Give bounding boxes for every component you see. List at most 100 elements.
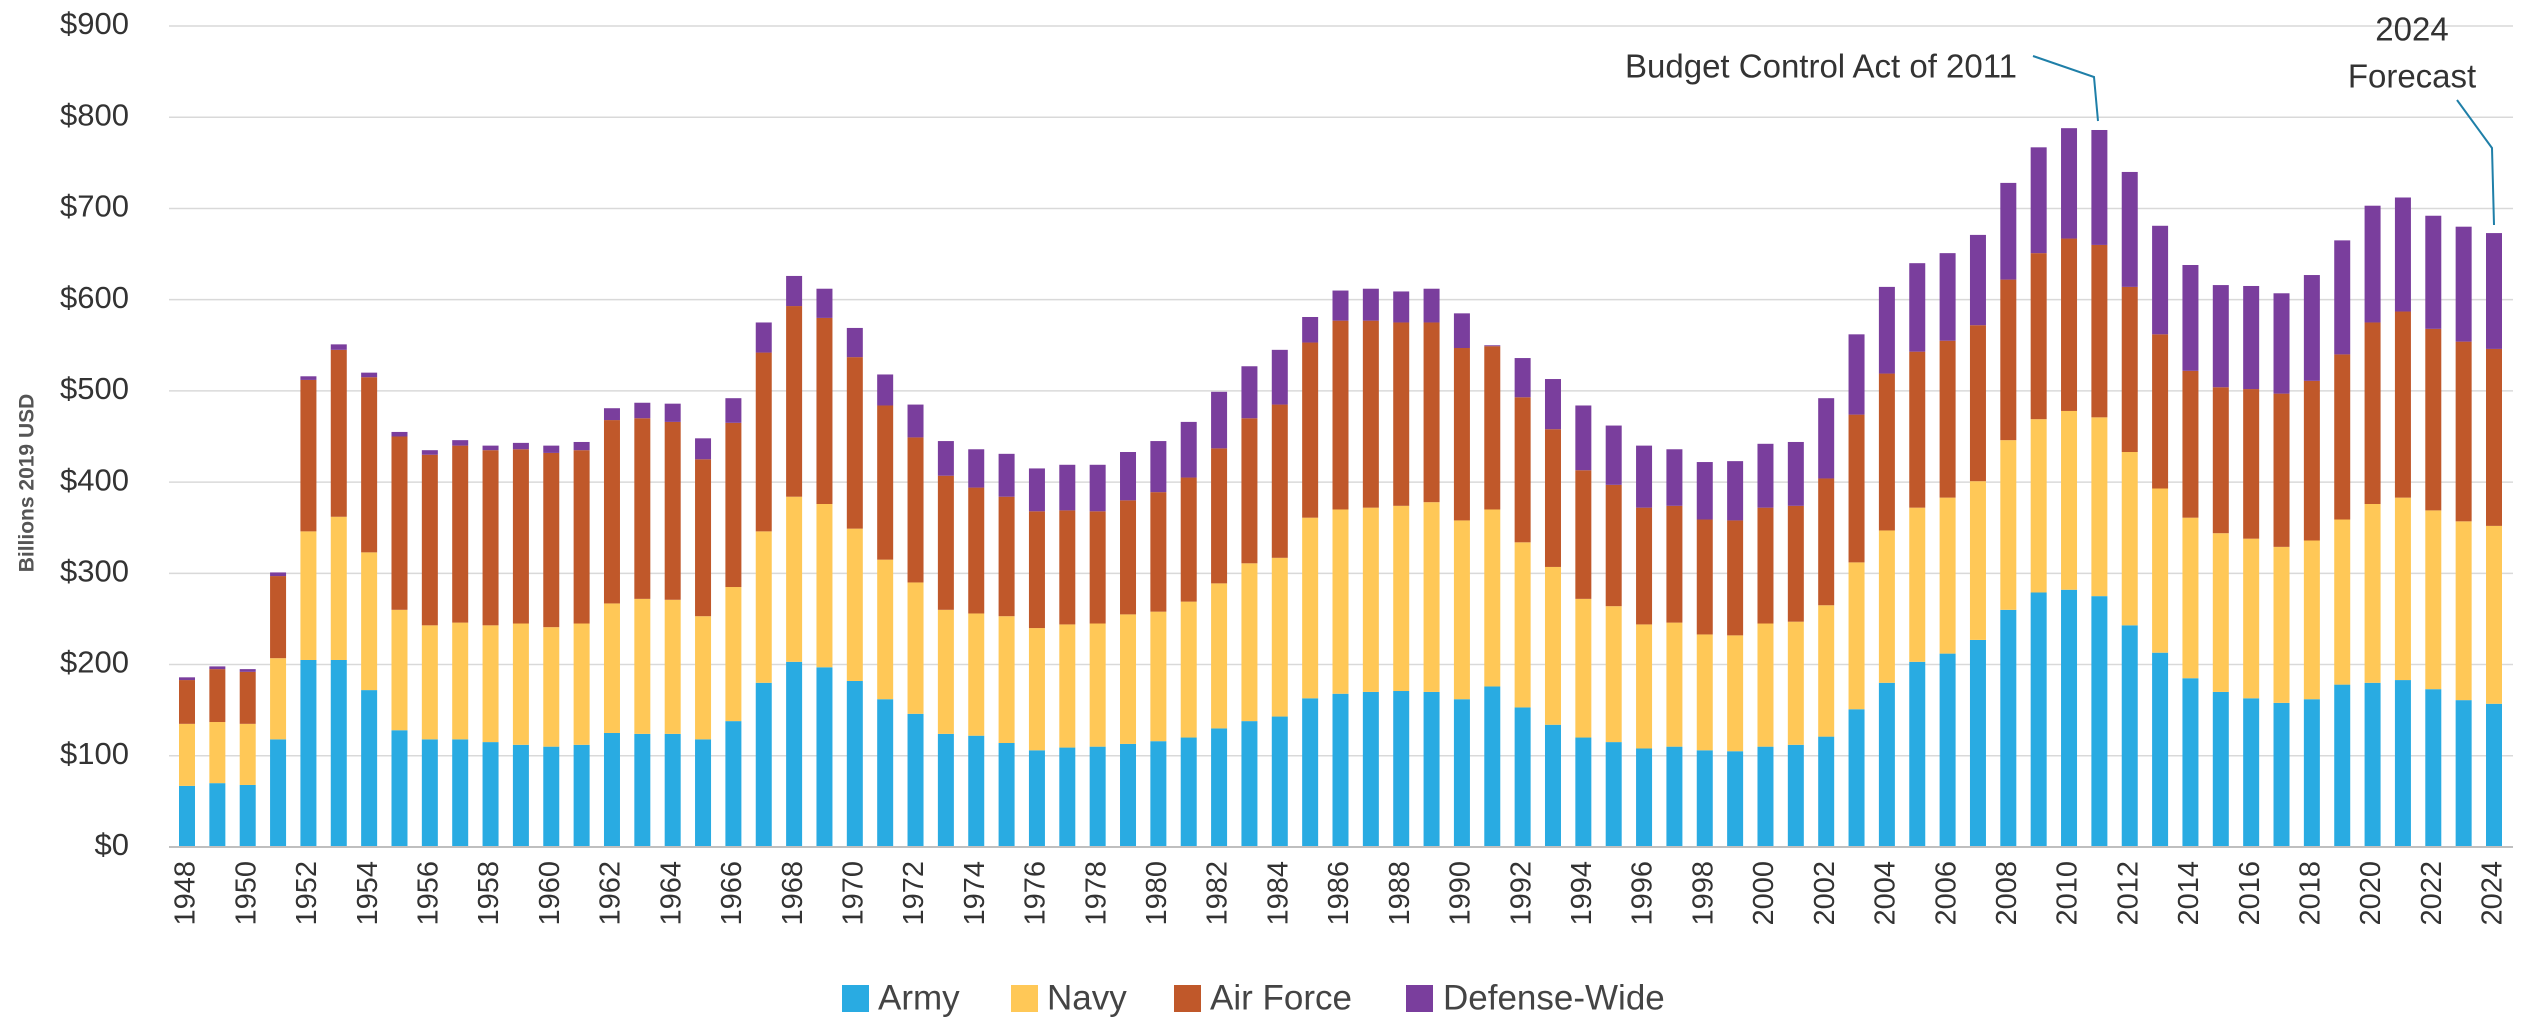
bar-segment (1787, 505, 1804, 622)
bar-segment (1362, 507, 1379, 692)
bar-segment (2061, 589, 2078, 847)
bar-segment (1969, 325, 1986, 482)
bar-segment (1969, 639, 1986, 847)
bar-segment (1605, 606, 1622, 743)
bar-segment (846, 357, 863, 529)
bar-segment (755, 322, 772, 353)
bar-segment (1818, 398, 1835, 479)
bar-segment (937, 475, 954, 610)
bar-segment (300, 531, 317, 660)
bar-segment (1969, 481, 1986, 640)
bar-segment (1120, 743, 1137, 847)
bar-segment (755, 531, 772, 683)
bar-segment (998, 453, 1015, 497)
bar-segment (816, 288, 833, 318)
bar-segment (1393, 505, 1410, 692)
bar-segment (300, 376, 317, 380)
bar-segment (1484, 509, 1501, 687)
bar-segment (786, 496, 803, 662)
bar-segment (846, 680, 863, 847)
bar-segment (1241, 366, 1258, 419)
bar-segment (2030, 253, 2047, 420)
bar-segment (725, 422, 742, 588)
x-tick-label: 1988 (1384, 861, 1416, 926)
bar-segment (2182, 678, 2199, 847)
bar-segment (179, 785, 195, 847)
legend-swatch (842, 985, 869, 1012)
annotation-text: Forecast (2348, 58, 2476, 95)
bar-segment (482, 742, 499, 847)
bar-segment (877, 374, 894, 406)
bar-segment (1666, 622, 1683, 747)
bar-segment (1787, 744, 1804, 847)
bar-segment (209, 669, 226, 723)
bar-segment (877, 699, 894, 847)
bar-segment (1848, 334, 1865, 415)
bar-segment (2303, 275, 2320, 381)
bar-segment (239, 723, 256, 785)
bar-segment (1484, 346, 1501, 510)
bar-segment (1089, 464, 1106, 512)
bar-segment (1180, 601, 1197, 738)
bar-segment (1332, 290, 1349, 321)
bar-segment (907, 582, 924, 714)
bar-segment (2152, 334, 2169, 489)
bar-segment (2364, 682, 2381, 847)
bar-segment (1878, 373, 1895, 531)
bar-segment (1423, 288, 1440, 323)
x-tick-label: 1996 (1627, 861, 1659, 926)
bar-segment (634, 418, 651, 599)
x-tick-label: 1958 (473, 861, 505, 926)
bar-segment (573, 623, 590, 745)
x-tick-label: 1956 (412, 861, 444, 926)
bar-segment (1636, 445, 1653, 508)
x-tick-label: 1984 (1262, 861, 1294, 926)
bar-segment (361, 690, 378, 847)
bar-segment (2243, 389, 2260, 539)
bar-segment (907, 713, 924, 847)
bar-segment (543, 452, 560, 628)
bar-segment (2364, 504, 2381, 683)
bar-segment (1727, 635, 1744, 752)
bar-segment (1271, 349, 1288, 405)
bar-segment (391, 730, 408, 847)
bar-segment (1969, 234, 1986, 326)
bar-segment (1939, 497, 1956, 654)
bar-segment (1271, 404, 1288, 558)
bar-segment (695, 739, 712, 847)
bar-segment (1909, 507, 1926, 662)
bar-segment (1696, 634, 1713, 751)
bar-segment (543, 627, 560, 747)
bar-segment (1605, 484, 1622, 607)
bar-segment (482, 450, 499, 626)
bar-segment (1120, 614, 1137, 744)
x-tick-label: 1964 (655, 861, 687, 926)
bar-segment (1453, 348, 1470, 521)
x-tick-label: 1994 (1566, 861, 1598, 926)
bar-segment (1484, 686, 1501, 847)
bar-segment (1909, 351, 1926, 508)
bar-segment (1241, 563, 1258, 722)
bar-segment (846, 327, 863, 358)
bar-segment (2091, 417, 2108, 597)
bar-segment (786, 275, 803, 307)
bar-segment (573, 744, 590, 847)
bar-segment (270, 572, 287, 577)
bar-segment (1818, 736, 1835, 847)
bar-segment (1544, 379, 1561, 430)
y-tick-label: $0 (95, 827, 129, 862)
bar-segment (2273, 393, 2290, 547)
bar-segment (1362, 320, 1379, 508)
bar-segment (1211, 448, 1228, 584)
x-tick-label: 1952 (291, 861, 323, 926)
bar-segment (2061, 238, 2078, 411)
bar-segment (2334, 240, 2351, 355)
bar-segment (603, 420, 620, 604)
bar-segment (1332, 509, 1349, 694)
bar-segment (1666, 746, 1683, 847)
bar-segment (2121, 286, 2138, 453)
bar-segment (1636, 624, 1653, 749)
bar-segment (179, 677, 195, 681)
bar-segment (1818, 478, 1835, 606)
bar-segment (361, 377, 378, 553)
